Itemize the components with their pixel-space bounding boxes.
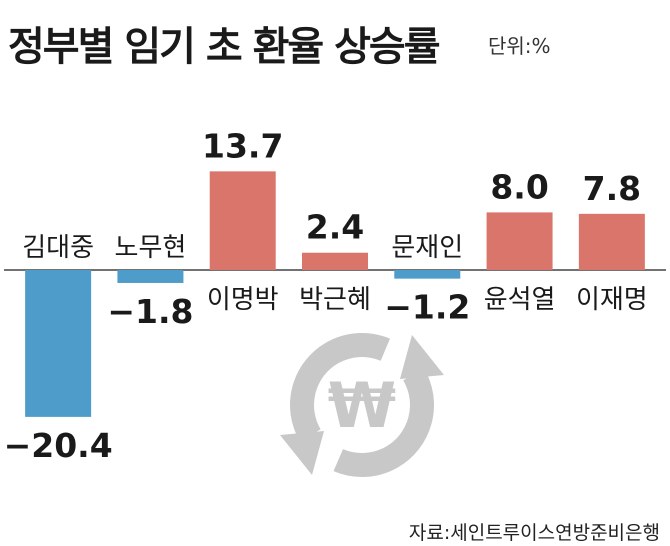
won-currency-exchange-icon: ₩ [280,333,444,477]
bar-1 [25,270,92,417]
value-label-1: −20.4 [4,426,113,465]
category-label-1: 김대중 [22,233,94,263]
category-label-7: 이재명 [576,285,648,315]
won-symbol: ₩ [328,369,396,442]
unit-label: 단위:% [488,34,551,58]
bar-5 [394,270,461,279]
category-label-2: 노무현 [115,233,187,263]
category-label-5: 문재인 [391,233,463,263]
value-label-7: 7.8 [583,169,641,208]
bar-3 [209,171,276,270]
value-label-5: −1.2 [384,288,470,327]
category-label-4: 박근혜 [299,285,371,315]
bar-7 [578,213,645,270]
bar-4 [302,252,368,270]
arrow-head-bottom [280,431,324,475]
chart-title: 정부별 임기 초 환율 상승률 [8,24,441,70]
value-label-6: 8.0 [490,167,548,206]
category-label-3: 이명박 [207,285,279,315]
value-label-3: 13.7 [202,126,283,165]
arrow-head-top [400,335,444,379]
source-note: 자료:세인트루이스연방준비은행 [408,522,660,544]
value-label-4: 2.4 [306,208,364,247]
bar-2 [117,270,184,283]
category-label-6: 윤석열 [484,285,556,315]
bar-6 [486,212,553,270]
value-label-2: −1.8 [107,292,193,331]
